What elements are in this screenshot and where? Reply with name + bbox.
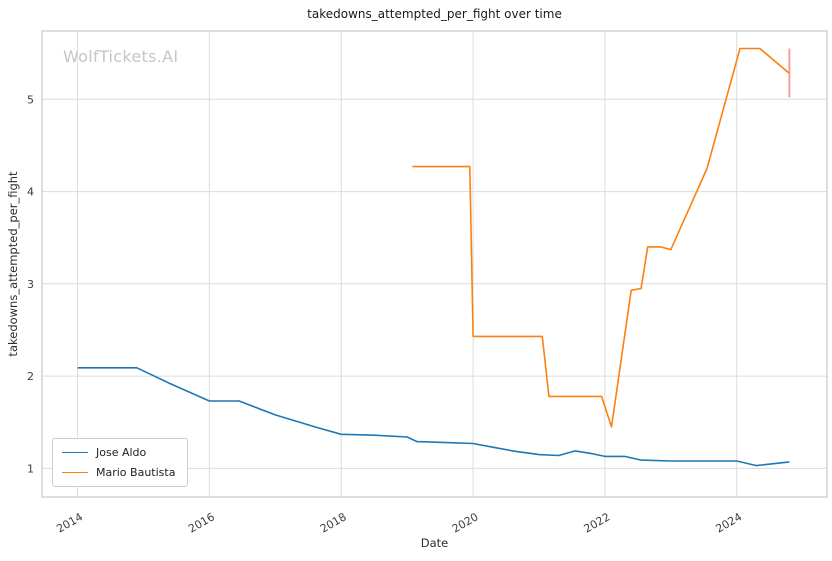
- legend-line-swatch-jose-aldo: [62, 452, 88, 453]
- x-tick-label: 2016: [186, 510, 217, 535]
- x-tick-label: 2014: [54, 510, 85, 535]
- line-series-0: [77, 366, 790, 467]
- watermark: WolfTickets.AI: [63, 47, 179, 66]
- x-tick-label: 2018: [318, 510, 349, 535]
- x-tick-label: 2020: [450, 510, 481, 535]
- legend-item-jose-aldo: Jose Aldo: [62, 446, 175, 459]
- plot-frame: [41, 30, 828, 498]
- legend-label-jose-aldo: Jose Aldo: [96, 446, 147, 459]
- legend-line-swatch-mario-bautista: [62, 472, 88, 473]
- x-tick-label: 2022: [582, 510, 613, 535]
- y-tick-label: 5: [27, 93, 34, 106]
- line-series-1: [412, 47, 790, 428]
- y-tick-label: 3: [27, 278, 34, 291]
- chart-title: takedowns_attempted_per_fight over time: [307, 7, 562, 21]
- x-axis-label: Date: [420, 536, 449, 550]
- legend: Jose Aldo Mario Bautista: [52, 438, 189, 487]
- legend-item-mario-bautista: Mario Bautista: [62, 466, 175, 479]
- x-tick-label: 2024: [713, 510, 744, 535]
- y-tick-label: 1: [27, 462, 34, 475]
- y-tick-label: 2: [27, 370, 34, 383]
- legend-label-mario-bautista: Mario Bautista: [96, 466, 176, 479]
- y-tick-label: 4: [27, 186, 34, 199]
